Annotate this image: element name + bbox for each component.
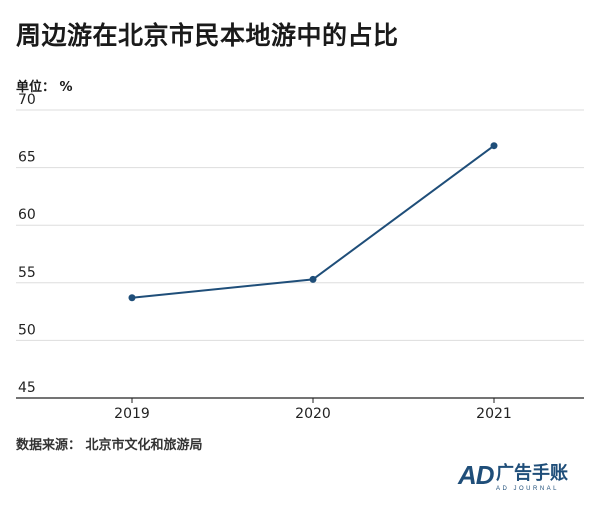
y-axis-ticks: 45 50 55 60 65 70 (18, 92, 36, 396)
y-tick-label: 65 (18, 150, 36, 166)
data-point (490, 142, 498, 150)
y-tick-label: 60 (18, 207, 36, 223)
series-line (131, 144, 495, 299)
data-source-note: 数据来源： 北京市文化和旅游局 (16, 438, 203, 453)
logo-mark: AD (458, 460, 495, 490)
logo-name: 广告手账 (496, 463, 568, 484)
gridlines (16, 109, 584, 341)
logo-subtitle: AD JOURNAL (496, 486, 560, 492)
unit-label: 单位： % (16, 80, 73, 95)
chart-title: 周边游在北京市民本地游中的占比 (16, 21, 399, 50)
data-point (309, 275, 317, 283)
line-chart: 45 50 55 60 65 70 2019 2020 2021 (16, 92, 584, 422)
y-tick-label: 55 (18, 265, 36, 281)
x-tick-label: 2019 (114, 406, 150, 422)
y-tick-label: 50 (18, 322, 36, 338)
x-axis-ticks: 2019 2020 2021 (114, 398, 512, 422)
brand-logo: AD 广告手账 AD JOURNAL (458, 462, 580, 494)
series-layer (128, 142, 498, 302)
x-tick-label: 2021 (476, 406, 512, 422)
x-tick-label: 2020 (295, 406, 331, 422)
data-point (128, 294, 136, 302)
y-tick-label: 70 (18, 92, 36, 108)
y-tick-label: 45 (18, 380, 36, 396)
